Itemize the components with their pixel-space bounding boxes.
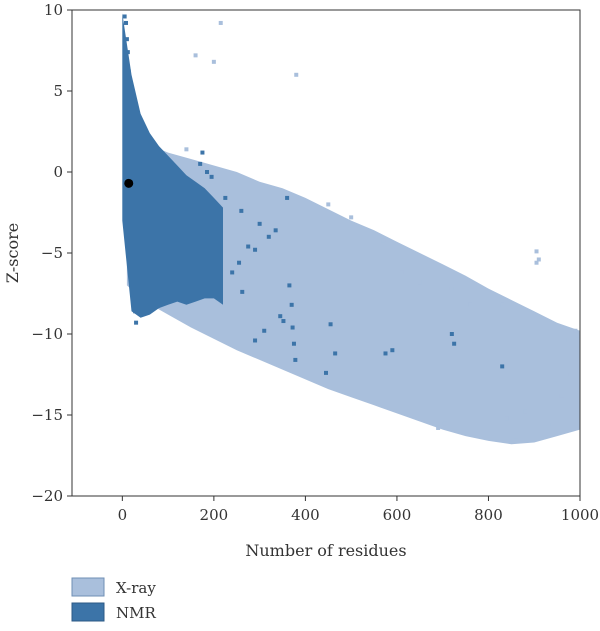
xray-point	[436, 425, 441, 430]
y-axis: 10 5 0 −5 −10 −15 −20	[31, 1, 72, 505]
y-tick-label: −15	[31, 406, 63, 424]
xray-point	[486, 289, 491, 294]
nmr-point	[239, 208, 244, 213]
nmr-point	[122, 14, 127, 19]
xray-point	[575, 333, 580, 338]
xray-point	[449, 286, 454, 291]
nmr-point	[126, 69, 131, 74]
xray-point	[381, 238, 386, 243]
nmr-point	[293, 357, 298, 362]
highlighted-point	[124, 178, 134, 188]
xray-point	[417, 280, 422, 285]
nmr-point	[257, 221, 262, 226]
y-tick-label: 5	[53, 82, 63, 100]
xray-point	[523, 409, 528, 414]
nmr-point	[290, 325, 295, 330]
x-tick-label: 800	[474, 506, 503, 524]
xray-point	[193, 53, 198, 58]
x-tick-label: 0	[118, 506, 128, 524]
nmr-point	[291, 341, 296, 346]
xray-point	[294, 72, 299, 77]
nmr-density-cloud	[122, 13, 223, 318]
legend: X-ray NMR	[71, 577, 156, 622]
x-axis-label: Number of residues	[245, 541, 406, 560]
nmr-point	[128, 95, 133, 100]
nmr-point	[449, 332, 454, 336]
nmr-point	[452, 341, 457, 346]
nmr-point	[500, 364, 505, 369]
xray-point	[566, 338, 571, 343]
nmr-point	[333, 351, 338, 356]
nmr-point	[253, 247, 258, 252]
nmr-point	[328, 322, 333, 327]
x-tick-label: 600	[383, 506, 412, 524]
x-axis: 0 200 400 600 800 1000	[118, 496, 599, 524]
legend-swatch-xray	[71, 577, 105, 597]
xray-point	[468, 302, 473, 307]
nmr-point	[266, 234, 271, 239]
nmr-point	[383, 351, 388, 356]
y-tick-label: 0	[53, 163, 63, 181]
y-tick-label: −10	[31, 325, 63, 343]
xray-point	[513, 438, 518, 443]
legend-label-xray: X-ray	[116, 579, 156, 597]
xray-point	[211, 59, 216, 64]
x-tick-label: 1000	[561, 506, 599, 524]
xray-point	[559, 393, 564, 398]
nmr-point	[281, 319, 286, 324]
y-tick-label: −20	[31, 487, 63, 505]
xray-point	[349, 215, 354, 220]
y-tick-label: −5	[41, 244, 63, 262]
nmr-point	[237, 260, 242, 265]
legend-swatch-nmr	[71, 602, 105, 622]
xray-point	[184, 147, 189, 152]
nmr-point	[134, 320, 139, 325]
nmr-point	[285, 195, 290, 200]
nmr-point	[223, 195, 228, 200]
nmr-point	[240, 289, 245, 294]
nmr-point	[133, 309, 138, 314]
scatter-points-layer	[122, 14, 580, 443]
nmr-point	[125, 50, 130, 55]
xray-point	[218, 20, 223, 25]
nmr-point	[289, 302, 294, 307]
nmr-point	[273, 228, 278, 233]
nmr-point	[124, 124, 129, 129]
nmr-point	[205, 170, 210, 174]
nmr-point	[287, 283, 292, 288]
xray-point	[326, 202, 331, 207]
xray-point	[534, 260, 539, 265]
nmr-point	[198, 161, 203, 166]
nmr-point	[230, 270, 235, 275]
xray-point	[536, 257, 541, 262]
xray-point	[573, 328, 578, 333]
xray-point	[550, 422, 555, 427]
xray-point	[399, 270, 404, 275]
nmr-point	[246, 244, 251, 249]
nmr-point	[324, 370, 328, 375]
nmr-point	[124, 85, 129, 90]
x-tick-label: 400	[291, 506, 320, 524]
nmr-point	[390, 348, 395, 353]
nmr-point	[200, 150, 205, 155]
nmr-point	[278, 314, 283, 319]
xray-point	[534, 249, 539, 254]
nmr-point	[123, 63, 128, 68]
xray-point	[504, 416, 509, 421]
legend-label-nmr: NMR	[116, 604, 156, 622]
nmr-point	[253, 338, 258, 343]
nmr-cloud-layer	[122, 13, 223, 318]
nmr-point	[130, 108, 135, 113]
nmr-point	[262, 328, 267, 333]
y-tick-label: 10	[44, 1, 63, 19]
xray-point	[568, 372, 573, 377]
y-axis-label: Z-score	[3, 223, 22, 283]
nmr-point	[209, 174, 214, 179]
xray-point	[500, 302, 505, 307]
nmr-point	[124, 37, 129, 42]
x-tick-label: 200	[200, 506, 229, 524]
nmr-point	[124, 20, 129, 25]
xray-point	[442, 421, 447, 426]
